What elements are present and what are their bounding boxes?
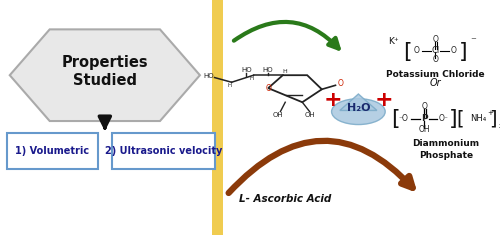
Text: HO: HO: [241, 67, 252, 73]
Text: P: P: [421, 114, 428, 123]
Polygon shape: [10, 29, 200, 121]
Text: Potassium Chloride: Potassium Chloride: [386, 70, 484, 78]
Text: 1) Volumetric: 1) Volumetric: [16, 146, 90, 156]
Text: O: O: [414, 46, 420, 55]
Text: L- Ascorbic Acid: L- Ascorbic Acid: [239, 194, 332, 204]
Text: HO: HO: [203, 73, 213, 79]
Text: O: O: [265, 84, 271, 93]
Text: O: O: [338, 79, 344, 88]
Text: ⁻O: ⁻O: [399, 114, 408, 123]
Text: O: O: [432, 35, 438, 44]
Text: OH: OH: [304, 112, 315, 118]
Text: H: H: [249, 76, 253, 81]
Text: Cl: Cl: [432, 46, 440, 55]
Text: K⁺: K⁺: [388, 37, 398, 46]
Text: O: O: [451, 46, 457, 55]
FancyBboxPatch shape: [112, 133, 214, 169]
Text: OH: OH: [418, 125, 430, 134]
Text: +: +: [375, 90, 394, 110]
Text: ₂: ₂: [499, 120, 500, 129]
Text: 2) Ultrasonic velocity: 2) Ultrasonic velocity: [104, 146, 222, 156]
Text: OH: OH: [272, 112, 283, 118]
Text: +: +: [323, 90, 342, 110]
Text: ]: ]: [449, 109, 458, 129]
Text: H: H: [227, 83, 231, 88]
FancyBboxPatch shape: [8, 133, 98, 169]
Text: O⁻: O⁻: [439, 114, 448, 123]
Text: O: O: [422, 102, 427, 111]
Text: Properties
Studied: Properties Studied: [62, 55, 148, 88]
Text: [: [: [390, 109, 400, 129]
Circle shape: [332, 99, 385, 125]
Text: NH₄: NH₄: [470, 114, 486, 123]
Text: O: O: [432, 55, 438, 64]
Text: ⁻: ⁻: [470, 36, 476, 46]
Text: +: +: [487, 110, 493, 116]
Text: [: [: [456, 109, 464, 128]
FancyBboxPatch shape: [212, 0, 223, 235]
Text: H: H: [282, 69, 286, 74]
Text: Diammonium
Phosphate: Diammonium Phosphate: [412, 139, 480, 160]
Polygon shape: [340, 94, 377, 110]
Text: [: [: [403, 42, 411, 62]
Text: ]: ]: [488, 109, 496, 128]
Text: Or: Or: [429, 78, 441, 88]
Text: HO: HO: [263, 67, 274, 73]
Text: H₂O: H₂O: [346, 103, 370, 113]
Text: ]: ]: [459, 42, 468, 62]
